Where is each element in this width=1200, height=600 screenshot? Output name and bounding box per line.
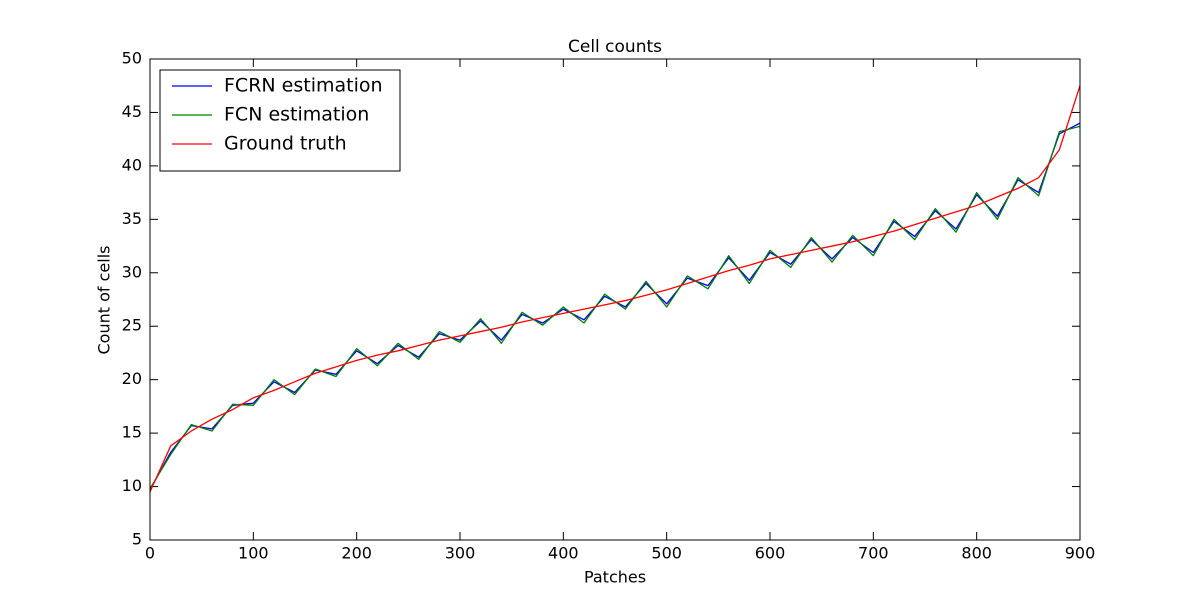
y-tick-label: 50 bbox=[122, 49, 142, 68]
x-tick-label: 500 bbox=[651, 544, 682, 563]
series-line bbox=[149, 85, 1081, 493]
y-tick-label: 40 bbox=[122, 155, 142, 174]
x-tick-label: 700 bbox=[858, 544, 889, 563]
y-tick-label: 30 bbox=[122, 262, 142, 281]
x-axis-label: Patches bbox=[584, 568, 646, 587]
legend-box bbox=[159, 69, 401, 172]
legend-label: FCN estimation bbox=[224, 104, 369, 126]
y-tick-label: 20 bbox=[122, 369, 142, 388]
y-tick-label: 10 bbox=[122, 476, 142, 495]
x-tick-label: 300 bbox=[445, 544, 476, 563]
plot-frame bbox=[149, 58, 1081, 541]
x-tick-label: 100 bbox=[238, 544, 269, 563]
chart-title: Cell counts bbox=[568, 37, 662, 57]
x-tick-label: 600 bbox=[755, 544, 786, 563]
x-tick-label: 200 bbox=[341, 544, 372, 563]
legend-label: FCRN estimation bbox=[224, 75, 383, 97]
legend-label: Ground truth bbox=[224, 133, 347, 155]
x-tick-label: 400 bbox=[548, 544, 579, 563]
x-tick-label: 0 bbox=[145, 544, 155, 563]
y-axis-label: Count of cells bbox=[95, 246, 114, 355]
y-tick-label: 5 bbox=[132, 530, 142, 549]
y-tick-label: 25 bbox=[122, 316, 142, 335]
x-tick-label: 900 bbox=[1065, 544, 1096, 563]
y-tick-label: 15 bbox=[122, 423, 142, 442]
x-tick-label: 800 bbox=[961, 544, 992, 563]
y-tick-label: 35 bbox=[122, 209, 142, 228]
series-line bbox=[149, 125, 1081, 490]
y-tick-label: 45 bbox=[122, 102, 142, 121]
